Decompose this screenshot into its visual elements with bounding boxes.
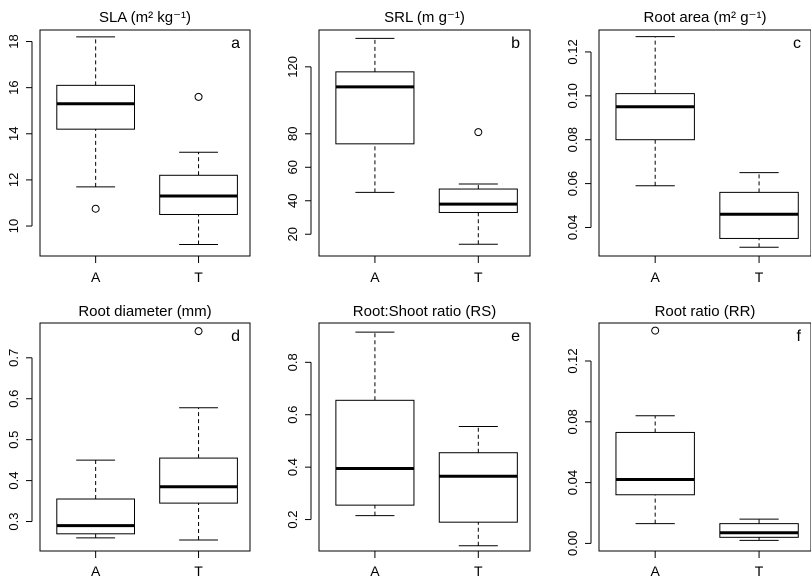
box-iqr	[438, 452, 518, 523]
box-T	[438, 426, 518, 547]
x-tick-label: A	[651, 563, 661, 577]
plot-frame	[598, 29, 811, 257]
outlier-point	[91, 204, 100, 213]
panel-d: Root diameter (mm) d 0.3 0.4 0.5 0.6 0.7 A T	[6, 303, 251, 577]
panel-letter: e	[511, 328, 520, 345]
box-iqr	[335, 399, 415, 506]
panel-title: Root area (m² g⁻¹)	[644, 9, 767, 26]
y-tick-label: 0.06	[565, 171, 580, 196]
y-tick-label: 0.12	[565, 348, 580, 373]
panel-letter: b	[511, 35, 520, 52]
box-A	[615, 36, 695, 187]
box-A	[335, 331, 415, 517]
outlier-point	[651, 326, 660, 335]
y-tick-label: 0.6	[285, 406, 300, 424]
box-T	[438, 128, 518, 245]
panel-f: Root ratio (RR) f 0.00 0.04 0.08 0.12 A T	[565, 303, 811, 577]
panel-title: SLA (m² kg⁻¹)	[99, 9, 191, 26]
y-tick-label: 0.5	[6, 431, 21, 449]
y-tick-label: 0.04	[565, 215, 580, 240]
y-tick-label: 0.3	[6, 512, 21, 530]
box-iqr	[56, 498, 135, 535]
y-tick-label: 40	[285, 194, 300, 208]
box-A	[56, 459, 135, 539]
box-A	[56, 36, 135, 213]
plot-frame	[318, 322, 531, 552]
panel-e: Root:Shoot ratio (RS) e 0.2 0.4 0.6 0.8 A T	[285, 303, 531, 577]
box-T	[719, 518, 799, 541]
x-tick-label: A	[91, 563, 101, 577]
outlier-point	[194, 327, 203, 336]
box-iqr	[615, 93, 695, 141]
y-tick-label: 18	[6, 34, 21, 48]
x-tick-label: A	[370, 563, 380, 577]
x-tick-label: A	[91, 269, 101, 285]
y-tick-label: 0.4	[285, 458, 300, 476]
x-tick-label: A	[651, 269, 661, 285]
y-tick-label: 16	[6, 80, 21, 94]
panel-letter: f	[797, 328, 802, 345]
plot-frame	[39, 29, 251, 257]
y-tick-label: 0.08	[565, 409, 580, 434]
y-tick-label: 14	[6, 127, 21, 141]
box-iqr	[335, 71, 415, 145]
panel-title: Root diameter (mm)	[78, 303, 211, 320]
y-tick-label: 0.04	[565, 470, 580, 495]
panel-a: SLA (m² kg⁻¹) a 10 12 14 16 18 A T	[6, 9, 251, 285]
y-tick-label: 10	[6, 219, 21, 233]
y-tick-label: 0.10	[565, 83, 580, 108]
y-tick-label: 120	[285, 56, 300, 78]
box-T	[159, 92, 238, 245]
y-tick-label: 0.8	[285, 353, 300, 371]
box-iqr	[56, 84, 135, 130]
x-tick-label: T	[474, 563, 483, 577]
box-T	[159, 327, 238, 541]
box-iqr	[615, 431, 695, 496]
y-tick-label: 80	[285, 127, 300, 141]
y-tick-label: 0.2	[285, 511, 300, 529]
y-tick-label: 0.00	[565, 531, 580, 556]
x-tick-label: T	[474, 269, 483, 285]
x-tick-label: T	[194, 269, 203, 285]
box-iqr	[438, 188, 518, 213]
x-tick-label: T	[755, 563, 764, 577]
plot-frame	[598, 322, 811, 552]
panel-title: Root ratio (RR)	[655, 303, 756, 320]
outlier-point	[474, 128, 483, 137]
y-tick-label: 0.08	[565, 127, 580, 152]
y-tick-label: 12	[6, 173, 21, 187]
y-tick-label: 0.7	[6, 349, 21, 367]
panel-letter: d	[231, 328, 240, 345]
panel-title: SRL (m g⁻¹)	[384, 9, 465, 26]
x-tick-label: T	[755, 269, 764, 285]
y-tick-label: 0.6	[6, 390, 21, 408]
x-tick-label: A	[370, 269, 380, 285]
box-A	[335, 37, 415, 193]
plot-frame	[39, 322, 251, 552]
x-tick-label: T	[194, 563, 203, 577]
panel-c: Root area (m² g⁻¹) c 0.04 0.06 0.08 0.10 0.12 A…	[565, 9, 811, 285]
box-A	[615, 326, 695, 525]
panel-title: Root:Shoot ratio (RS)	[353, 303, 496, 320]
box-iqr	[719, 523, 799, 538]
y-tick-label: 60	[285, 160, 300, 174]
box-iqr	[159, 457, 238, 504]
box-T	[719, 172, 799, 248]
plot-frame	[318, 29, 531, 257]
panel-letter: a	[231, 35, 240, 52]
panel-b: SRL (m g⁻¹) b 20 40 60 80 120 A T	[285, 9, 531, 285]
panel-letter: c	[793, 35, 801, 52]
outlier-point	[194, 92, 203, 101]
y-tick-label: 20	[285, 227, 300, 241]
y-tick-label: 0.12	[565, 39, 580, 64]
y-tick-label: 0.4	[6, 472, 21, 490]
